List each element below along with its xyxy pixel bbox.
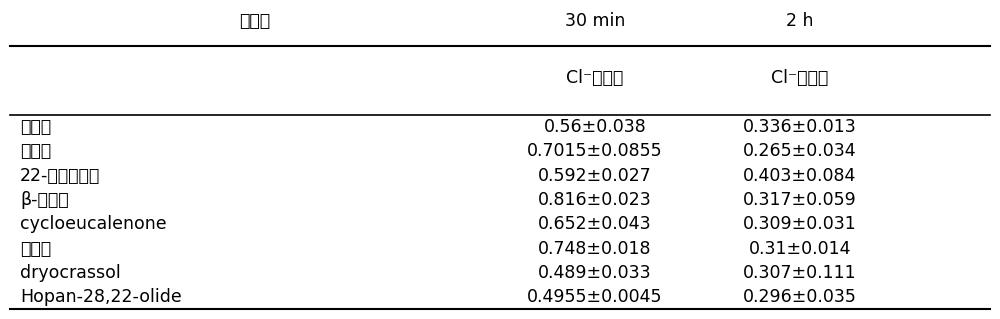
Text: 0.309±0.031: 0.309±0.031 — [743, 215, 857, 233]
Text: 0.652±0.043: 0.652±0.043 — [538, 215, 652, 233]
Text: 2 h: 2 h — [786, 12, 814, 30]
Text: 0.403±0.084: 0.403±0.084 — [743, 167, 857, 185]
Text: 0.317±0.059: 0.317±0.059 — [743, 191, 857, 209]
Text: 0.489±0.033: 0.489±0.033 — [538, 264, 652, 282]
Text: 分　组: 分 组 — [239, 12, 271, 30]
Text: 0.31±0.014: 0.31±0.014 — [749, 240, 851, 258]
Text: 0.336±0.013: 0.336±0.013 — [743, 118, 857, 136]
Text: 0.307±0.111: 0.307±0.111 — [743, 264, 857, 282]
Text: 模型组: 模型组 — [20, 118, 51, 136]
Text: dryocrassol: dryocrassol — [20, 264, 121, 282]
Text: Hopan-28,22-olide: Hopan-28,22-olide — [20, 288, 182, 306]
Text: 里白烯: 里白烯 — [20, 142, 51, 160]
Text: 0.748±0.018: 0.748±0.018 — [538, 240, 652, 258]
Text: Cl⁻吸光度: Cl⁻吸光度 — [566, 69, 624, 87]
Text: 0.7015±0.0855: 0.7015±0.0855 — [527, 142, 663, 160]
Text: 泽屋菅: 泽屋菅 — [20, 240, 51, 258]
Text: 0.56±0.038: 0.56±0.038 — [544, 118, 646, 136]
Text: 30 min: 30 min — [565, 12, 625, 30]
Text: β-谷甜醇: β-谷甜醇 — [20, 191, 69, 209]
Text: 0.265±0.034: 0.265±0.034 — [743, 142, 857, 160]
Text: 22-羟基何伯烷: 22-羟基何伯烷 — [20, 167, 100, 185]
Text: cycloeucalenone: cycloeucalenone — [20, 215, 167, 233]
Text: Cl⁻吸光度: Cl⁻吸光度 — [771, 69, 829, 87]
Text: 0.592±0.027: 0.592±0.027 — [538, 167, 652, 185]
Text: 0.4955±0.0045: 0.4955±0.0045 — [527, 288, 663, 306]
Text: 0.296±0.035: 0.296±0.035 — [743, 288, 857, 306]
Text: 0.816±0.023: 0.816±0.023 — [538, 191, 652, 209]
